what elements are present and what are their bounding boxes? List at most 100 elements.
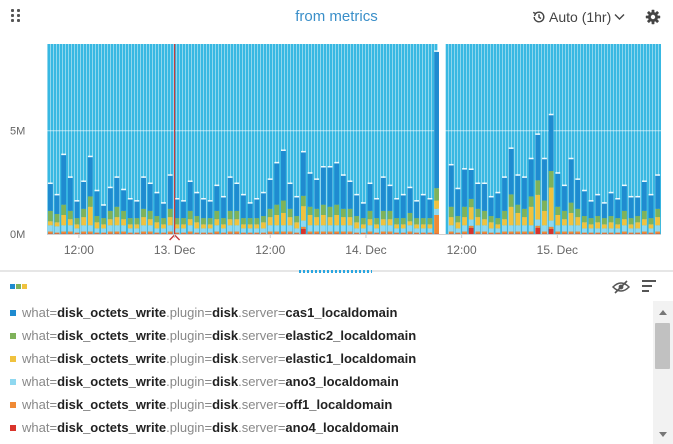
bar-off1 <box>407 231 413 234</box>
bar-elastic2 <box>655 208 661 218</box>
bar-separator <box>525 44 527 234</box>
bar-ano4 <box>181 233 186 235</box>
bar-ano3 <box>274 225 280 232</box>
bar-elastic1 <box>54 222 60 227</box>
bar-ano4 <box>334 233 340 235</box>
bar-cas1 <box>167 175 173 209</box>
x-tick-label: 14. Dec <box>345 243 386 257</box>
bar-separator <box>173 44 174 234</box>
bar-elastic1 <box>267 217 273 226</box>
bar-separator <box>296 44 297 234</box>
bar-separator <box>308 44 309 234</box>
bar-elastic1 <box>227 219 233 226</box>
legend-swatch <box>10 355 16 362</box>
bar-elastic1 <box>340 217 346 226</box>
bar-cas1 <box>161 203 166 219</box>
bar-cap <box>61 153 67 156</box>
bar-separator <box>329 44 330 234</box>
drag-grip-icon[interactable] <box>11 9 23 23</box>
bar-cap <box>354 193 360 196</box>
bar-separator <box>453 44 455 234</box>
legend-menu-icon[interactable] <box>642 279 656 293</box>
bar-elastic1 <box>588 224 594 229</box>
bar-elastic1 <box>141 217 146 226</box>
legend-item-elastic2[interactable]: what= disk_octets_write .plugin= disk .serve… <box>0 324 650 347</box>
x-tick-label: 15. Dec <box>537 243 578 257</box>
bar-cas1 <box>154 193 160 217</box>
legend-item-ano3[interactable]: what= disk_octets_write .plugin= disk .serve… <box>0 370 650 393</box>
bar-cap <box>261 191 266 194</box>
bar-off1 <box>354 232 360 234</box>
bar-cap <box>227 176 233 178</box>
bar-cap <box>67 176 73 178</box>
bar-elastic1 <box>482 219 487 226</box>
metrics-chart[interactable]: 5M 0M 12:00 13. Dec 12:00 14. Dec 12:00 15. Dec <box>0 34 673 264</box>
bar-off1 <box>522 231 527 234</box>
bar-off1 <box>127 232 133 234</box>
scrollbar-thumb[interactable] <box>655 323 670 369</box>
bar-separator <box>558 44 560 234</box>
bar-elastic1 <box>462 217 467 226</box>
bar-cap <box>475 182 481 185</box>
bar-elastic2 <box>354 216 360 223</box>
bar-separator <box>149 44 150 234</box>
bar-off1 <box>542 231 547 234</box>
bar-ano3 <box>407 225 413 232</box>
scroll-up-icon[interactable] <box>659 310 667 315</box>
legend-item-elastic1[interactable]: what= disk_octets_write .plugin= disk .serve… <box>0 347 650 370</box>
x-tick-label: 13. Dec <box>154 243 195 257</box>
panel-title[interactable]: from metrics <box>295 8 378 25</box>
bar-cas1 <box>488 197 494 217</box>
bar-off1 <box>281 231 286 234</box>
bar-separator <box>251 44 252 234</box>
bar-elastic1 <box>207 224 213 229</box>
bar-cap <box>462 168 467 170</box>
legend-scrollbar[interactable] <box>653 301 673 444</box>
bar-cas1 <box>141 177 146 209</box>
legend-item-ano4[interactable]: what= disk_octets_write .plugin= disk .serve… <box>0 416 650 439</box>
scroll-down-icon[interactable] <box>659 432 667 437</box>
bar-off1 <box>488 232 494 234</box>
refresh-interval-dropdown[interactable]: Auto (1hr) <box>532 7 628 27</box>
legend-item-off1[interactable]: what= disk_octets_write .plugin= disk .serve… <box>0 393 650 416</box>
bar-ano4 <box>241 233 246 235</box>
chart-canvas[interactable]: 5M 0M 12:00 13. Dec 12:00 14. Dec 12:00 15. Dec <box>0 34 673 264</box>
bar-ano3 <box>320 225 326 232</box>
bar-elastic2 <box>127 218 133 225</box>
bar-ano3 <box>367 225 373 232</box>
bar-elastic2 <box>347 208 353 218</box>
bar-ano4 <box>635 233 641 235</box>
bar-separator <box>164 44 165 234</box>
bar-separator <box>522 44 524 234</box>
gear-icon[interactable] <box>645 9 661 25</box>
bar-elastic1 <box>542 210 547 226</box>
bar-separator <box>386 44 387 234</box>
bar-elastic2 <box>141 208 146 218</box>
bar-cas1 <box>522 177 527 209</box>
eye-slash-icon[interactable] <box>612 280 630 294</box>
bar-cas1 <box>648 195 654 219</box>
legend-value-plugin: disk <box>212 420 239 435</box>
splitter-handle[interactable] <box>299 270 372 273</box>
bar-separator <box>221 44 222 234</box>
panel-splitter[interactable] <box>0 266 673 275</box>
bar-elastic1 <box>468 207 474 220</box>
bar-ano3 <box>515 225 521 232</box>
bar-cas1 <box>121 190 126 211</box>
bar-elastic1 <box>101 224 107 229</box>
legend-swatch <box>10 401 16 408</box>
bar-cas1 <box>201 199 206 219</box>
bar-elastic2 <box>174 218 180 225</box>
bar-separator <box>362 44 363 234</box>
bar-ano4 <box>121 233 126 235</box>
bar-elastic1 <box>287 217 293 226</box>
bar-separator <box>260 44 261 234</box>
bar-separator <box>275 44 276 234</box>
legend-item-cas1[interactable]: what= disk_octets_write .plugin= disk .serve… <box>0 301 650 324</box>
bar-separator <box>89 44 90 234</box>
bar-ano4 <box>114 233 120 235</box>
bar-cas1 <box>595 195 601 217</box>
bar-cap <box>502 176 507 178</box>
legend-swatch-icon[interactable] <box>10 284 27 289</box>
bar-ano4 <box>387 233 393 235</box>
